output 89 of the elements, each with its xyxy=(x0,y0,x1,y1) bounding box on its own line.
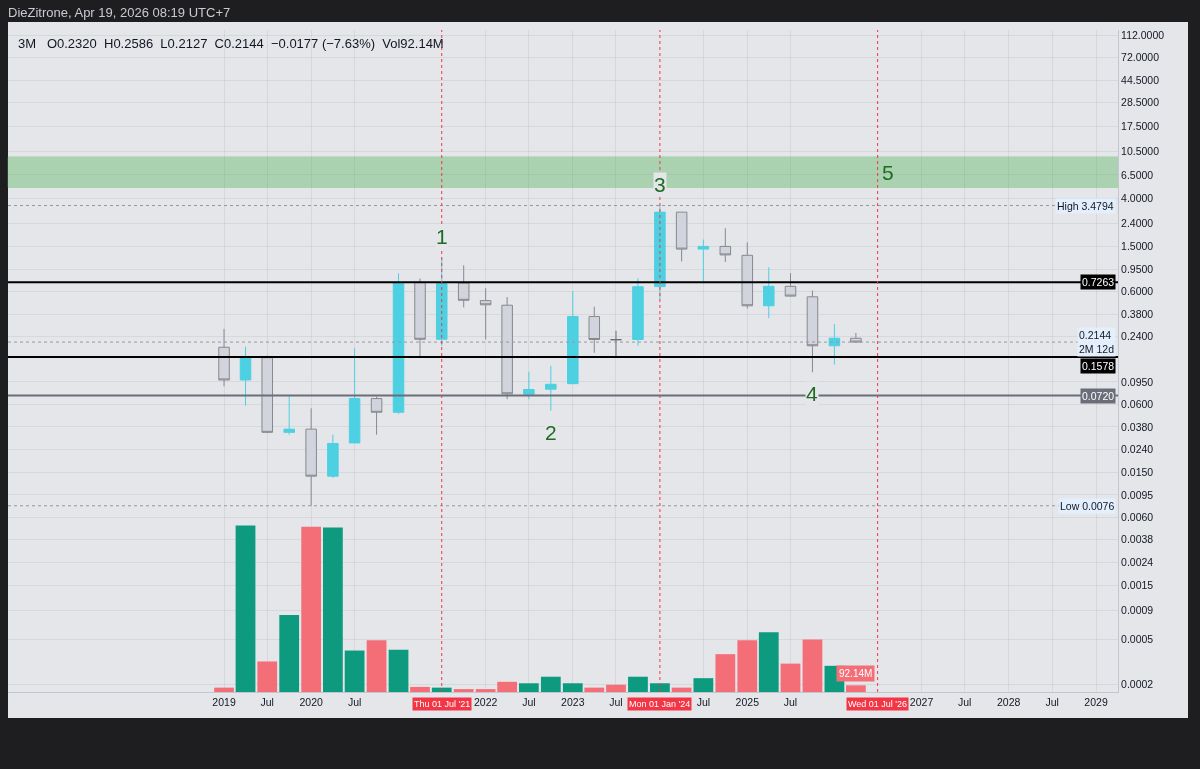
x-tick-label: Jul xyxy=(696,695,711,708)
y-tick-label: 0.0380 xyxy=(1121,420,1154,433)
candlestick xyxy=(305,407,317,507)
y-tick-label: 28.5000 xyxy=(1121,96,1160,109)
y-tick-label: 0.0005 xyxy=(1121,632,1154,645)
ref-line-label: 0.7263 xyxy=(1082,276,1115,288)
x-tick-label: Jul xyxy=(522,695,536,708)
y-tick-label: 72.0000 xyxy=(1121,50,1160,63)
y-tick-label: 6.5000 xyxy=(1121,168,1154,181)
y-tick-label: 0.0950 xyxy=(1121,375,1154,388)
y-tick-label: 0.0024 xyxy=(1121,555,1154,568)
y-tick-label: 0.0038 xyxy=(1121,533,1154,546)
ref-line-label: 0.0720 xyxy=(1082,390,1115,402)
candlestick xyxy=(806,290,819,373)
candlestick xyxy=(697,239,710,284)
candlestick xyxy=(523,371,535,400)
candlestick xyxy=(763,266,775,319)
candlestick xyxy=(719,227,732,263)
y-tick-label: 0.9500 xyxy=(1121,262,1154,275)
y-tick-label: 0.3800 xyxy=(1121,307,1154,320)
candlestick xyxy=(828,323,841,366)
x-tick-label: Jul xyxy=(609,695,623,708)
chart-title: DieZitrone, Apr 19, 2026 08:19 UTC+7 xyxy=(8,4,231,20)
x-tick-label: Jul xyxy=(260,695,274,708)
candlestick xyxy=(654,205,666,300)
x-tick-label: 2019 xyxy=(212,695,236,708)
annotation: 2 xyxy=(545,421,557,444)
candlestick xyxy=(567,290,579,385)
ref-line-label: 0.2144 2M 12d xyxy=(1079,329,1115,355)
y-tick-label: 0.0600 xyxy=(1121,398,1154,411)
y-tick-label: 0.0150 xyxy=(1121,466,1154,479)
x-tick-label: 2025 xyxy=(735,695,760,708)
annotation: 1 xyxy=(436,225,448,248)
x-tick-label: 2027 xyxy=(909,695,934,708)
candlestick xyxy=(261,355,273,434)
candlestick xyxy=(632,277,644,347)
candlestick xyxy=(784,272,797,297)
y-tick-label: 0.6000 xyxy=(1121,285,1154,298)
y-tick-label: 4.0000 xyxy=(1121,192,1154,205)
y-tick-label: 44.5000 xyxy=(1121,74,1160,87)
candlestick xyxy=(610,330,622,357)
x-tick-label: Jul xyxy=(1045,695,1059,708)
candlestick xyxy=(370,396,383,436)
annotation: 3 xyxy=(654,173,666,196)
y-tick-label: 0.0095 xyxy=(1121,488,1154,501)
y-tick-label: 0.2400 xyxy=(1121,330,1154,343)
candlestick xyxy=(414,278,426,358)
ref-line-label: Mon 01 Jan '24 xyxy=(629,699,691,709)
data-label: 92.14M xyxy=(839,668,873,679)
ref-line-label: High 3.4794 xyxy=(1057,200,1114,212)
candlestick xyxy=(457,264,470,308)
y-tick-label: 2.4000 xyxy=(1121,217,1154,230)
y-tick-label: 0.0002 xyxy=(1121,677,1154,690)
x-tick-label: 2022 xyxy=(473,695,498,708)
annotation: 4 xyxy=(806,382,818,405)
y-tick-label: 1.5000 xyxy=(1121,240,1154,253)
x-tick-label: Jul xyxy=(958,695,972,708)
candlestick xyxy=(545,365,557,412)
candlestick xyxy=(588,306,601,354)
y-tick-label: 17.5000 xyxy=(1121,120,1160,133)
ref-line-label: Low 0.0076 xyxy=(1060,500,1115,512)
x-tick-label: 2028 xyxy=(996,695,1021,708)
y-tick-label: 10.5000 xyxy=(1121,145,1160,158)
candlestick xyxy=(218,328,230,387)
ref-line-label: Thu 01 Jul '21 xyxy=(414,699,471,709)
x-tick-label: Jul xyxy=(783,695,798,708)
candlestick xyxy=(392,272,405,415)
ref-line-label: 0.1578 xyxy=(1082,360,1115,372)
candlestick xyxy=(479,287,492,340)
ref-line-label: Wed 01 Jul '26 xyxy=(848,699,908,709)
y-tick-label: 0.0240 xyxy=(1121,443,1154,456)
y-tick-label: 0.0060 xyxy=(1121,511,1154,524)
candlestick xyxy=(435,257,448,347)
candlestick xyxy=(239,346,252,407)
candlestick xyxy=(675,211,688,263)
x-tick-label: 2020 xyxy=(299,695,323,708)
text: 3M O0.2320 H0.2586 L0.2127 C0.2144 −0.0177 (−7.63%) Vol92.14M xyxy=(18,36,444,51)
candlestick xyxy=(348,347,361,444)
y-tick-label: 0.0015 xyxy=(1121,578,1154,591)
candlestick xyxy=(741,241,754,309)
y-tick-label: 0.0009 xyxy=(1121,603,1154,616)
candlestick xyxy=(327,434,339,479)
y-tick-label: 112.0000 xyxy=(1121,29,1165,42)
x-tick-label: 2029 xyxy=(1084,695,1108,708)
x-tick-label: 2023 xyxy=(561,695,585,708)
candlestick xyxy=(283,395,295,436)
band-label: 5 xyxy=(882,161,894,184)
x-tick-label: Jul xyxy=(347,695,362,708)
candlestick xyxy=(501,296,513,400)
